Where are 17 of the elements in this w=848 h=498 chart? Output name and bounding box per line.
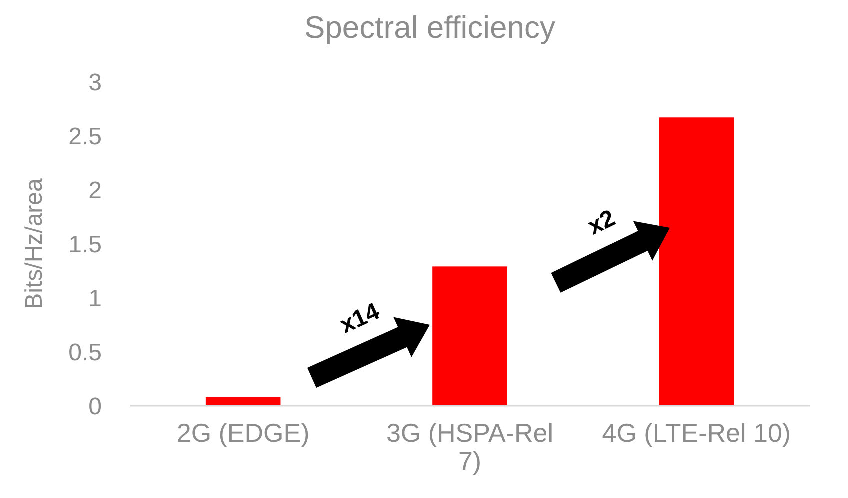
bar	[206, 397, 281, 406]
x-tick-label: 3G (HSPA-Rel 7)	[386, 418, 554, 476]
y-tick-label: 1.5	[68, 231, 102, 258]
bar	[659, 118, 734, 406]
x-tick-label: 4G (LTE-Rel 10)	[602, 418, 792, 448]
y-tick-label: 1	[88, 285, 102, 312]
y-axis-title: Bits/Hz/area	[21, 178, 48, 310]
y-tick-label: 2.5	[68, 123, 102, 150]
y-tick-label: 2	[88, 177, 102, 204]
annotation: x14	[336, 298, 384, 340]
bar	[432, 266, 508, 406]
y-tick-label: 0.5	[68, 339, 102, 366]
y-tick-label: 0	[88, 393, 102, 420]
chart-title: Spectral efficiency	[304, 10, 556, 45]
x-tick-label: 2G (EDGE)	[176, 418, 310, 448]
annotation: x2	[584, 204, 620, 241]
y-tick-label: 3	[88, 69, 102, 96]
